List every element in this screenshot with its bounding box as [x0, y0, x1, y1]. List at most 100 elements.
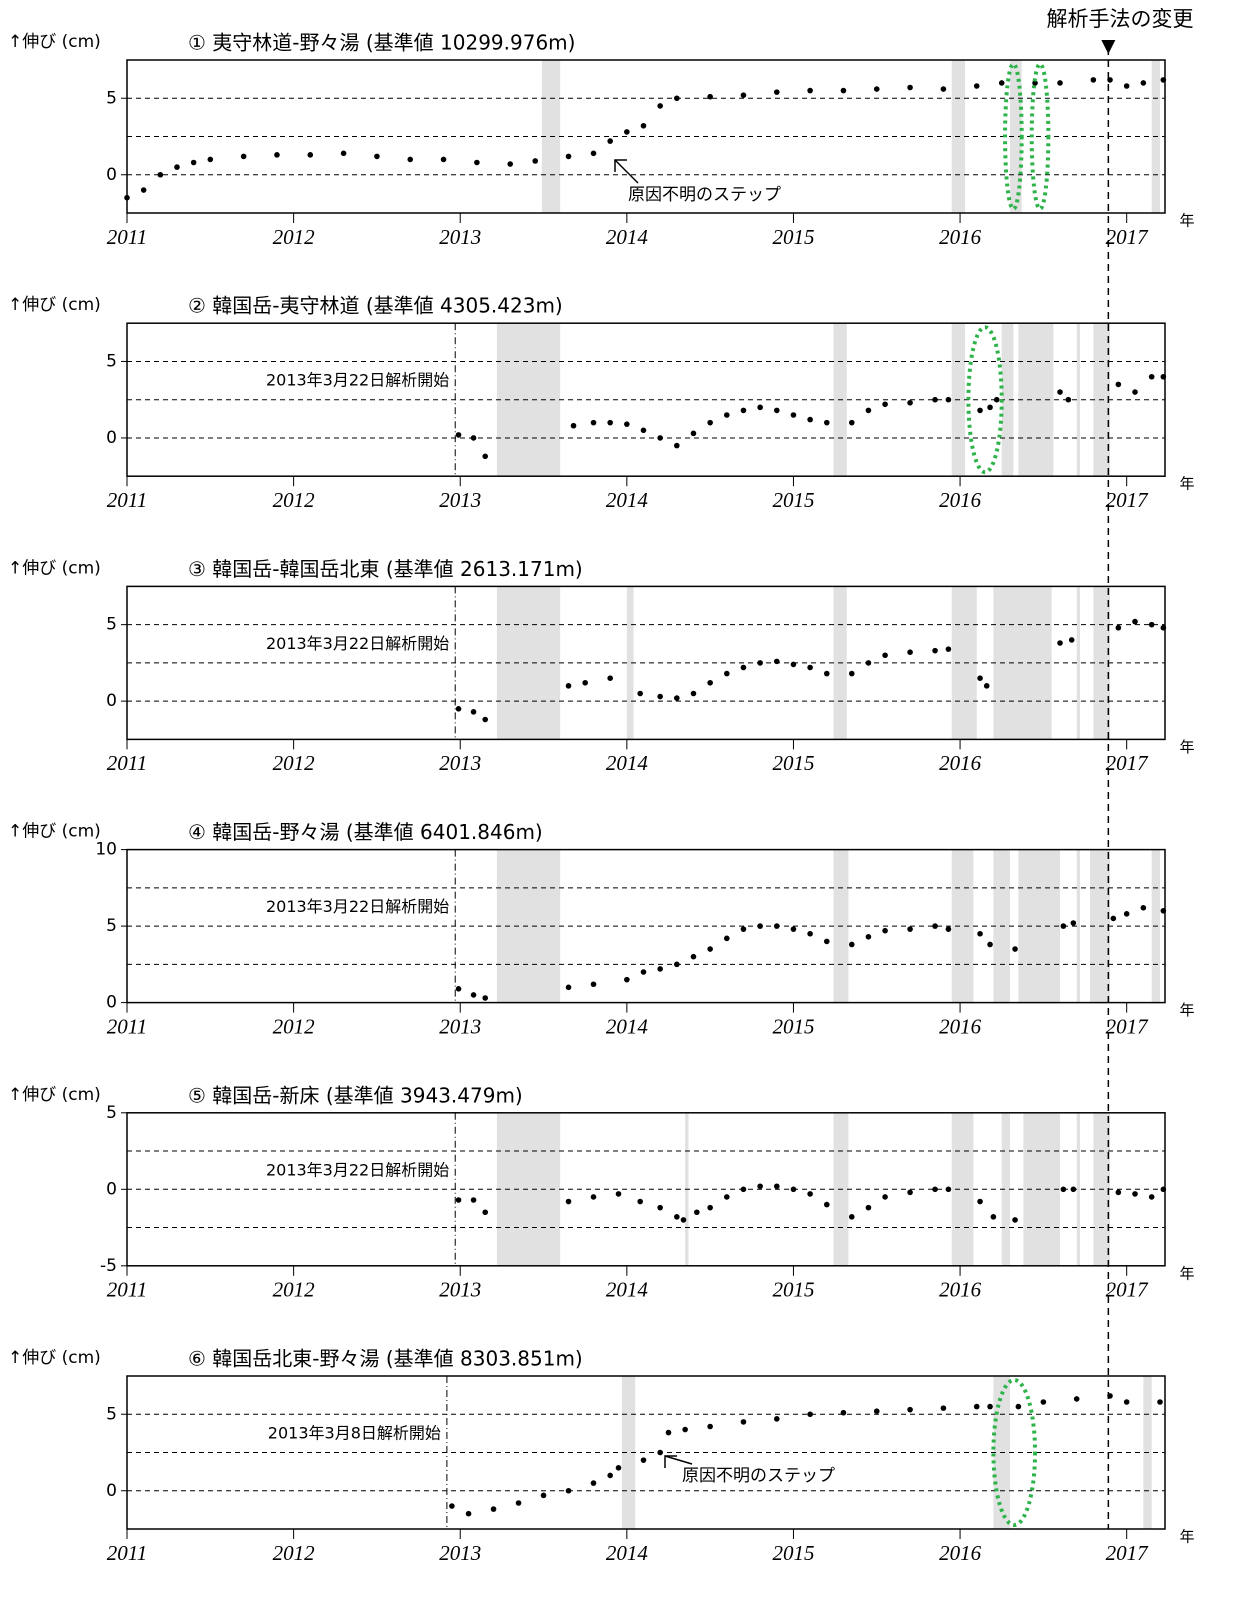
highlight	[1029, 62, 1051, 211]
data-point	[1160, 77, 1167, 83]
data-point	[455, 706, 462, 712]
x-unit: 年	[1179, 1528, 1194, 1546]
data-point	[977, 407, 983, 414]
data-point	[977, 930, 983, 937]
data-point	[1073, 1396, 1080, 1402]
y-label: ↑伸び (cm)	[8, 295, 101, 315]
y-tick-label: 10	[95, 840, 117, 860]
start-label: 2013年3月22日解析開始	[266, 897, 449, 916]
data-point	[873, 86, 880, 92]
data-point	[1090, 77, 1097, 83]
data-point	[1160, 624, 1167, 631]
data-point	[807, 87, 813, 94]
data-point	[1140, 904, 1147, 911]
data-point	[615, 1465, 622, 1471]
data-gap	[1076, 849, 1081, 1003]
x-tick-label: 2016	[939, 488, 982, 512]
x-tick-label: 2011	[107, 488, 147, 512]
data-point	[582, 679, 588, 686]
data-point	[1115, 624, 1122, 631]
data-point	[690, 430, 697, 437]
x-tick-label: 2014	[606, 1541, 649, 1565]
data-point	[840, 87, 847, 94]
data-point	[707, 679, 713, 686]
data-point	[640, 1457, 647, 1463]
data-point	[865, 407, 872, 414]
y-label: ↑伸び (cm)	[8, 1348, 101, 1368]
x-tick-label: 2017	[1106, 1541, 1150, 1565]
data-point	[1123, 911, 1130, 917]
data-gap	[951, 849, 974, 1003]
y-tick-label: 0	[106, 1481, 117, 1501]
start-label: 2013年3月8日解析開始	[268, 1424, 441, 1443]
data-point	[1060, 1186, 1067, 1193]
data-point	[590, 419, 597, 426]
data-point	[565, 153, 572, 160]
data-point	[790, 412, 797, 418]
step-arrowhead	[614, 159, 627, 172]
data-point	[823, 419, 830, 426]
data-point	[274, 152, 280, 158]
data-point	[590, 1194, 597, 1200]
x-tick-label: 2015	[772, 1541, 814, 1565]
data-point	[474, 159, 480, 166]
y-label: ↑伸び (cm)	[8, 558, 101, 578]
data-point	[848, 419, 855, 426]
data-point	[773, 407, 780, 414]
data-point	[865, 934, 872, 940]
data-point	[1068, 637, 1075, 643]
data-point	[1057, 80, 1063, 86]
panel-title: ② 韓国岳-夷守林道 (基準値 4305.423m)	[188, 294, 563, 318]
x-tick-label: 2013	[439, 1541, 481, 1565]
data-point	[570, 422, 577, 429]
step-note: 原因不明のステップ	[682, 1466, 835, 1486]
data-point	[1057, 389, 1063, 395]
data-point	[740, 407, 747, 414]
data-point	[882, 401, 888, 408]
x-tick-label: 2015	[772, 1278, 814, 1302]
data-point	[907, 1406, 913, 1413]
data-point	[724, 1194, 730, 1200]
data-gap	[1001, 1112, 1011, 1266]
x-tick-label: 2016	[939, 1014, 982, 1038]
x-tick-label: 2011	[107, 225, 147, 249]
data-point	[482, 995, 489, 1001]
data-point	[1032, 80, 1038, 86]
data-point	[807, 664, 813, 671]
data-point	[657, 435, 663, 441]
data-point	[807, 1191, 813, 1197]
y-tick-label: 0	[106, 691, 117, 711]
data-point	[724, 412, 730, 418]
x-tick-label: 2017	[1106, 1014, 1150, 1038]
data-point	[157, 171, 164, 178]
data-point	[470, 709, 477, 715]
data-point	[707, 93, 713, 100]
data-point	[1070, 1186, 1077, 1193]
plot-frame	[126, 322, 1166, 477]
data-point	[740, 1419, 747, 1425]
data-point	[707, 1204, 713, 1211]
data-point	[757, 923, 763, 929]
data-point	[740, 1186, 747, 1193]
x-tick-label: 2012	[273, 1278, 316, 1302]
data-point	[674, 95, 680, 102]
data-point	[674, 442, 680, 449]
data-point	[490, 1506, 497, 1512]
panel-title: ⑤ 韓国岳-新床 (基準値 3943.479m)	[188, 1083, 523, 1107]
data-point	[465, 1510, 472, 1517]
step-arrow	[664, 1455, 693, 1465]
data-point	[757, 1183, 763, 1190]
data-point	[615, 1191, 622, 1197]
x-tick-label: 2015	[772, 488, 814, 512]
y-tick-label: 0	[106, 993, 117, 1013]
highlight	[1003, 62, 1024, 211]
method-change-marker	[1101, 40, 1116, 54]
data-point	[987, 404, 993, 411]
data-point	[1123, 83, 1130, 89]
highlight	[966, 325, 1004, 475]
data-point	[1110, 915, 1117, 922]
data-point	[640, 969, 647, 975]
data-point	[674, 695, 680, 701]
data-point	[865, 660, 872, 666]
